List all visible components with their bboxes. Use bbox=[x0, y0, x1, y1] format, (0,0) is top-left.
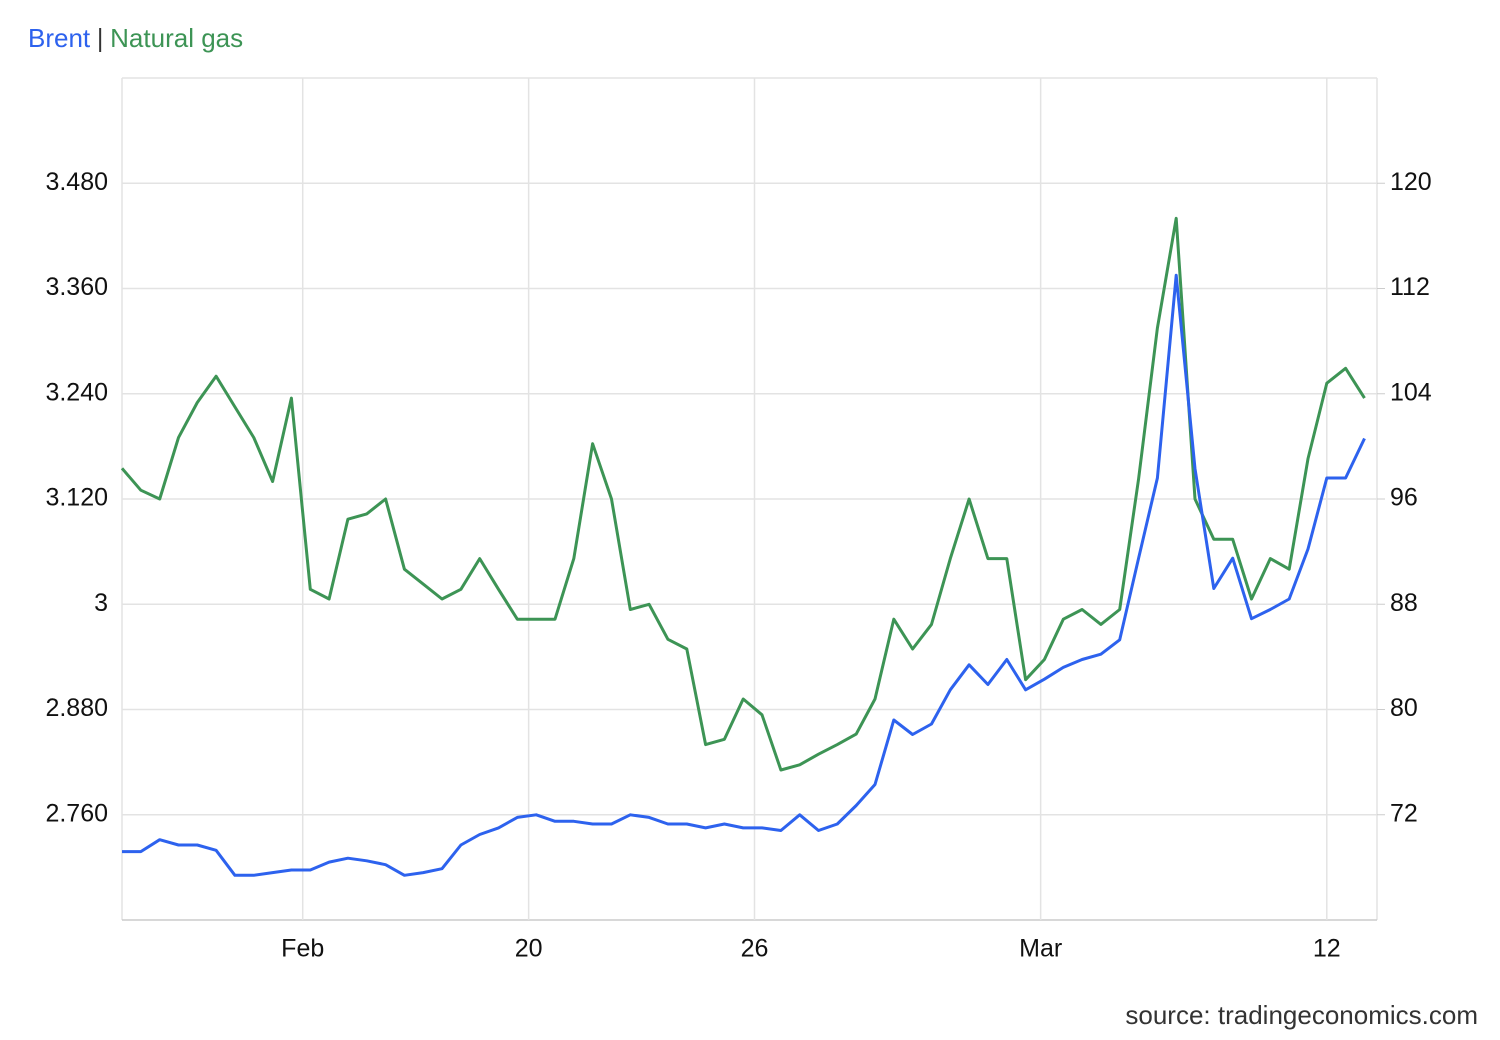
series-line bbox=[122, 273, 1366, 877]
legend-entry: Natural gas bbox=[110, 23, 243, 53]
y2-tick-label: 112 bbox=[1390, 273, 1430, 301]
y2-tick-label: 120 bbox=[1390, 168, 1432, 196]
x-tick-label: Feb bbox=[281, 935, 324, 963]
source: source: tradingeconomics.com bbox=[1125, 1000, 1478, 1030]
y2-tick-label: 88 bbox=[1390, 589, 1418, 617]
x-tick-label: 20 bbox=[515, 935, 543, 963]
y2-tick-label: 80 bbox=[1390, 694, 1418, 722]
y-tick-label: 3.480 bbox=[45, 168, 108, 196]
x-tick-label: 12 bbox=[1313, 935, 1341, 963]
y-tick-label: 2.760 bbox=[45, 799, 108, 827]
x-tick-label: 26 bbox=[741, 935, 769, 963]
y2-tick-label: 104 bbox=[1390, 378, 1432, 406]
y-tick-label: 3.120 bbox=[45, 484, 108, 512]
y-tick-label: 3.360 bbox=[45, 273, 108, 301]
y2-tick-label: 96 bbox=[1390, 484, 1418, 512]
y-tick-label: 3.240 bbox=[45, 378, 108, 406]
y-tick-label: 2.880 bbox=[45, 694, 108, 722]
series-line bbox=[120, 216, 1366, 772]
y-tick-label: 3 bbox=[94, 589, 108, 617]
legend-entry: Brent bbox=[28, 23, 91, 53]
x-tick-label: Mar bbox=[1019, 935, 1062, 963]
y2-tick-label: 72 bbox=[1390, 799, 1418, 827]
